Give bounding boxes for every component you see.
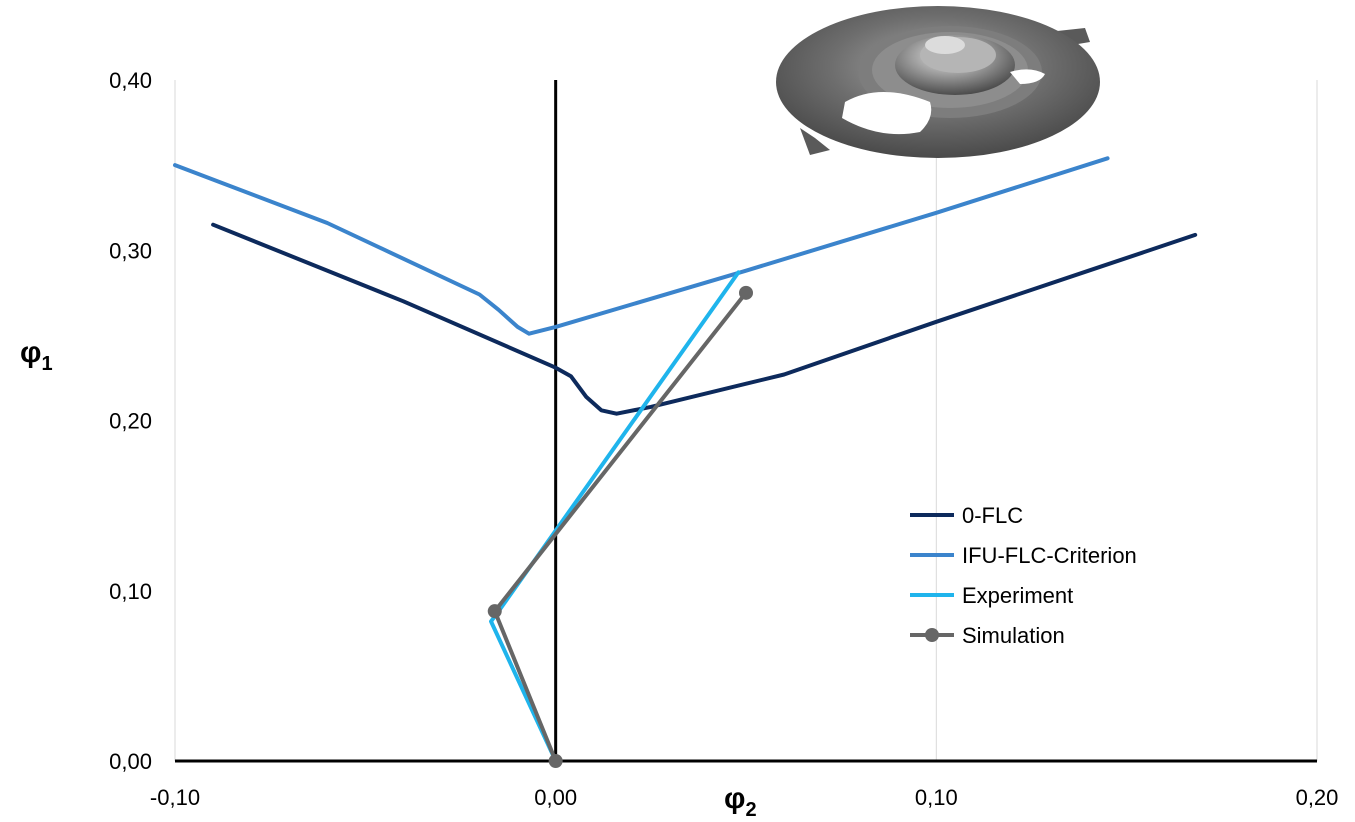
data-point — [487, 604, 502, 619]
series-line-ifu-flc-criterion — [173, 156, 1110, 336]
y-tick-label: 0,40 — [109, 68, 152, 93]
grid-lines — [174, 80, 1318, 761]
x-tick-label: 0,20 — [1296, 785, 1339, 810]
tick-labels: -0,10 0,00 0,10 0,20 0,00 0,10 0,20 0,30 0,40 — [109, 68, 1338, 810]
y-tick-label: 0,20 — [109, 409, 152, 434]
legend-label: 0-FLC — [962, 503, 1023, 528]
data-point — [548, 754, 563, 768]
y-tick-label: 0,00 — [109, 749, 152, 774]
x-axis-title: φ2 — [724, 782, 757, 821]
series-line-0-flc — [211, 222, 1198, 416]
y-tick-label: 0,10 — [109, 579, 152, 604]
stamped-part-image — [776, 6, 1100, 158]
series-line-experiment — [489, 270, 741, 763]
legend-label: Experiment — [962, 583, 1073, 608]
legend-label: IFU-FLC-Criterion — [962, 543, 1137, 568]
legend-marker — [925, 628, 939, 642]
data-point — [739, 285, 753, 300]
series-line-simulation — [492, 290, 748, 763]
legend-label: Simulation — [962, 623, 1065, 648]
plot-area — [173, 156, 1198, 768]
x-tick-label: -0,10 — [150, 785, 200, 810]
x-tick-label: 0,10 — [915, 785, 958, 810]
axes — [175, 80, 1317, 763]
y-axis-title: φ1 — [20, 336, 53, 375]
x-tick-label: 0,00 — [534, 785, 577, 810]
legend: 0-FLC IFU-FLC-Criterion Experiment Simulati… — [910, 503, 1137, 648]
y-tick-label: 0,30 — [109, 238, 152, 263]
